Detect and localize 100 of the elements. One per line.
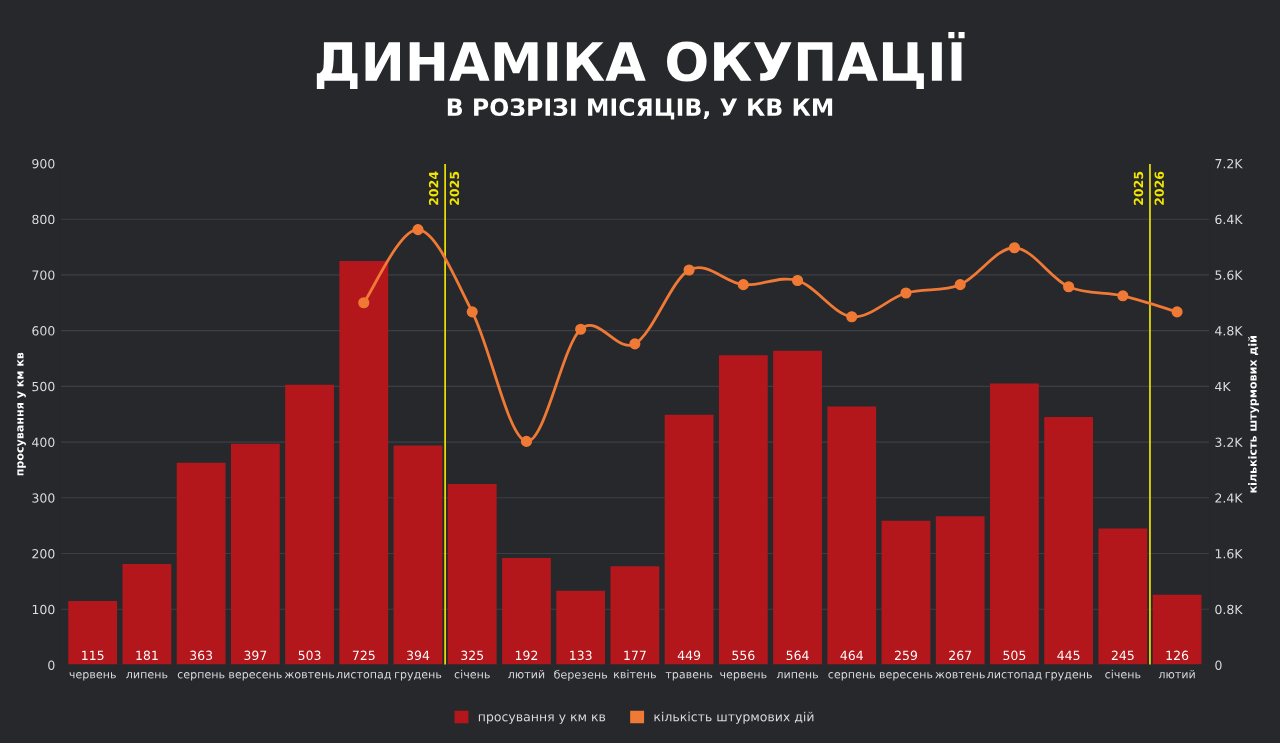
data-label: 505 (1003, 650, 1026, 661)
y2-tick-label: 0 (1215, 660, 1222, 670)
data-label: 177 (624, 650, 646, 660)
x-tick-label: вересень (879, 672, 933, 681)
y2-tick-label: 1.6K (1215, 549, 1243, 559)
y2-tick-label: 0.8K (1215, 604, 1243, 615)
x-tick-label: жовтень (935, 672, 985, 679)
y-tick-label: 700 (32, 270, 55, 280)
point (683, 264, 695, 276)
data-label: 192 (515, 650, 538, 661)
x-tick-label: березень (554, 669, 608, 681)
point (1008, 242, 1020, 254)
bar (718, 355, 768, 665)
x-tick-label: червень (720, 672, 767, 681)
chart-title: ДИНАМІКА ОКУПАЦІЇ (316, 31, 965, 89)
y2-tick-label: 6.4K (1215, 214, 1243, 225)
y-tick-label: 400 (32, 437, 55, 448)
y-tick-label: 900 (32, 158, 55, 169)
point (1063, 281, 1075, 293)
legend-label: кількість штурмових дій (654, 711, 814, 724)
bar (1044, 417, 1094, 665)
bar (773, 350, 822, 665)
x-tick-label: липень (126, 672, 168, 679)
data-label: 464 (840, 650, 863, 661)
y2-axis-title: кількість штурмових дій (1248, 335, 1259, 493)
point (846, 311, 858, 323)
data-label: 115 (82, 650, 104, 661)
bar (556, 590, 606, 665)
x-tick-label: лютий (1158, 669, 1195, 679)
bar (827, 406, 877, 665)
y2-tick-label: 4.8K (1215, 326, 1243, 336)
point (629, 338, 641, 350)
data-label: 449 (677, 650, 701, 661)
data-label: 245 (1111, 650, 1134, 661)
bar (1152, 594, 1202, 665)
point (412, 224, 424, 236)
data-label: 725 (352, 650, 375, 661)
bar (68, 600, 118, 665)
legend-label: просування у км кв (478, 714, 606, 724)
y-tick-label: 500 (32, 381, 55, 392)
y-tick-label: 600 (32, 326, 55, 336)
point (791, 274, 804, 287)
data-label: 363 (190, 650, 213, 661)
bar (990, 383, 1039, 665)
point (954, 279, 966, 291)
point (737, 279, 749, 291)
annotation: 2026 (1154, 171, 1164, 205)
bar (502, 557, 551, 665)
annotation: 2025 (1133, 171, 1144, 205)
data-label: 397 (244, 650, 267, 661)
x-tick-label: вересень (229, 672, 282, 681)
bar (285, 384, 334, 665)
y-tick-label: 0 (48, 660, 55, 670)
bar (447, 483, 497, 665)
point (900, 287, 912, 299)
data-label: 267 (949, 650, 972, 661)
y2-tick-label: 2.4K (1215, 493, 1243, 503)
point (358, 297, 370, 309)
bar (393, 445, 443, 665)
data-label: 325 (461, 650, 484, 661)
point (466, 306, 478, 318)
x-tick-label: січень (1105, 669, 1141, 679)
chart-subtitle: В РОЗРІЗІ МІСЯЦІВ, У КВ КМ (447, 98, 833, 120)
y2-tick-label: 5.6K (1215, 270, 1243, 280)
x-tick-label: травень (665, 672, 713, 681)
point (575, 323, 587, 335)
y2-tick-label: 7.2K (1215, 158, 1243, 169)
x-tick-label: червень (69, 672, 116, 681)
y-tick-label: 200 (32, 549, 55, 559)
point (1171, 306, 1183, 318)
bar (339, 260, 389, 665)
bar (664, 414, 714, 665)
point (1117, 290, 1129, 302)
annotation: 2024 (428, 171, 439, 205)
x-tick-label: грудень (395, 672, 442, 681)
annotation: 2025 (449, 171, 460, 205)
x-tick-label: січень (454, 669, 490, 679)
y2-tick-label: 3.2K (1215, 437, 1243, 448)
data-label: 564 (786, 650, 809, 661)
data-label: 503 (298, 650, 321, 661)
data-label: 133 (570, 650, 592, 661)
bar (230, 443, 280, 665)
y-tick-label: 100 (32, 604, 55, 615)
bar (176, 462, 226, 665)
bar (122, 564, 172, 665)
data-label: 445 (1057, 650, 1080, 661)
bar (935, 516, 985, 665)
data-label: 259 (894, 650, 918, 661)
x-tick-label: серпень (828, 672, 876, 681)
x-tick-label: лютий (508, 669, 545, 679)
data-label: 556 (732, 650, 755, 661)
data-label: 126 (1166, 650, 1189, 661)
x-tick-label: серпень (177, 672, 225, 681)
data-label: 394 (407, 650, 430, 661)
bar (610, 566, 660, 665)
x-tick-label: листопад (987, 672, 1042, 680)
x-tick-label: липень (776, 672, 818, 679)
y-tick-label: 800 (32, 214, 55, 225)
point (520, 435, 532, 447)
x-tick-label: листопад (336, 672, 391, 680)
